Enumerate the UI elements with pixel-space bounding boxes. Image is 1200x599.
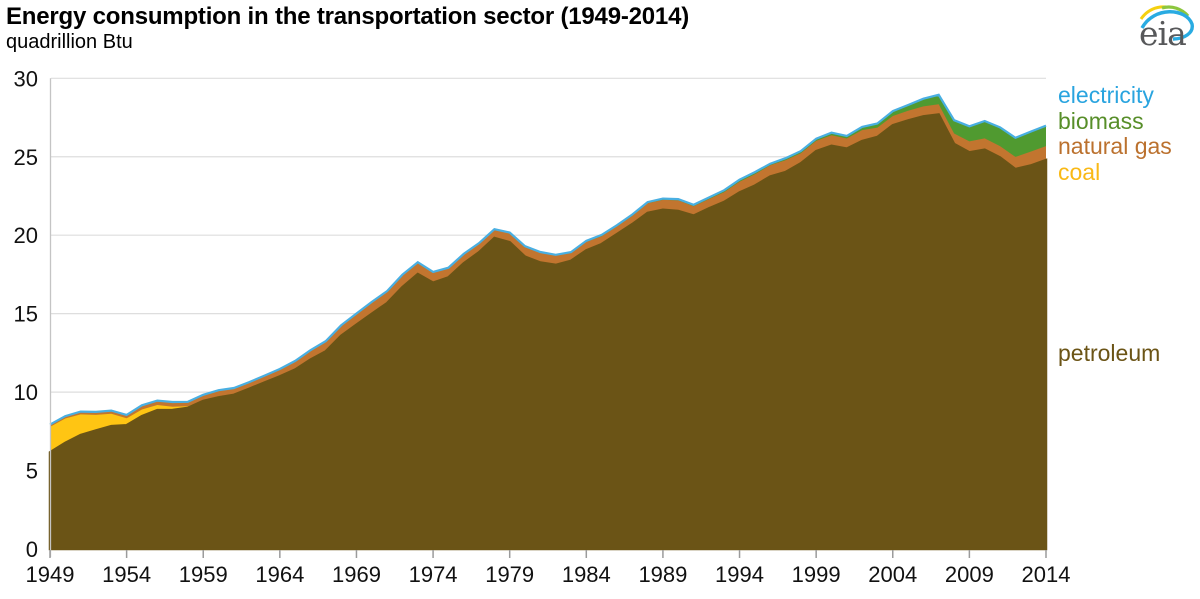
y-tick-label: 5 [26,459,38,484]
y-tick-label: 10 [14,380,38,405]
petroleum-label: petroleum [1058,340,1161,366]
x-tick-label: 1964 [255,562,304,587]
eia-leaf-green-icon [1161,5,1190,18]
x-tick-label: 2014 [1022,562,1071,587]
y-tick-label: 25 [14,145,38,170]
x-tick-label: 1989 [638,562,687,587]
x-tick-label: 1999 [792,562,841,587]
x-tick-label: 1954 [102,562,151,587]
eia-logo: eia [1132,4,1198,53]
eia-logo-text: eia [1139,14,1186,52]
area-petroleum [48,113,1048,551]
x-tick-label: 1959 [179,562,228,587]
x-tick-label: 1949 [26,562,75,587]
chart-units-label: quadrillion Btu [6,31,133,53]
x-tick-label: 1984 [562,562,611,587]
x-tick-label: 1979 [485,562,534,587]
legend: electricity biomass natural gas coal [1058,82,1172,185]
legend-item-1: biomass [1058,107,1144,134]
x-tick-label: 2004 [868,562,917,587]
legend-item-3: coal [1058,158,1101,185]
eia-swoosh-blue-icon [1140,10,1194,41]
y-tick-label: 0 [26,537,38,562]
electricity-line [49,93,1047,426]
y-tick-label: 30 [14,66,38,91]
x-tick-label: 1974 [409,562,458,587]
x-tick-label: 2009 [945,562,994,587]
x-tick-label: 1969 [332,562,381,587]
legend-item-2: natural gas [1058,133,1172,159]
x-tick-label: 1994 [715,562,764,587]
y-tick-label: 20 [14,223,38,248]
y-tick-label: 15 [14,302,38,327]
legend-item-0: electricity [1058,82,1154,108]
chart-title: Energy consumption in the transportation… [6,3,690,30]
